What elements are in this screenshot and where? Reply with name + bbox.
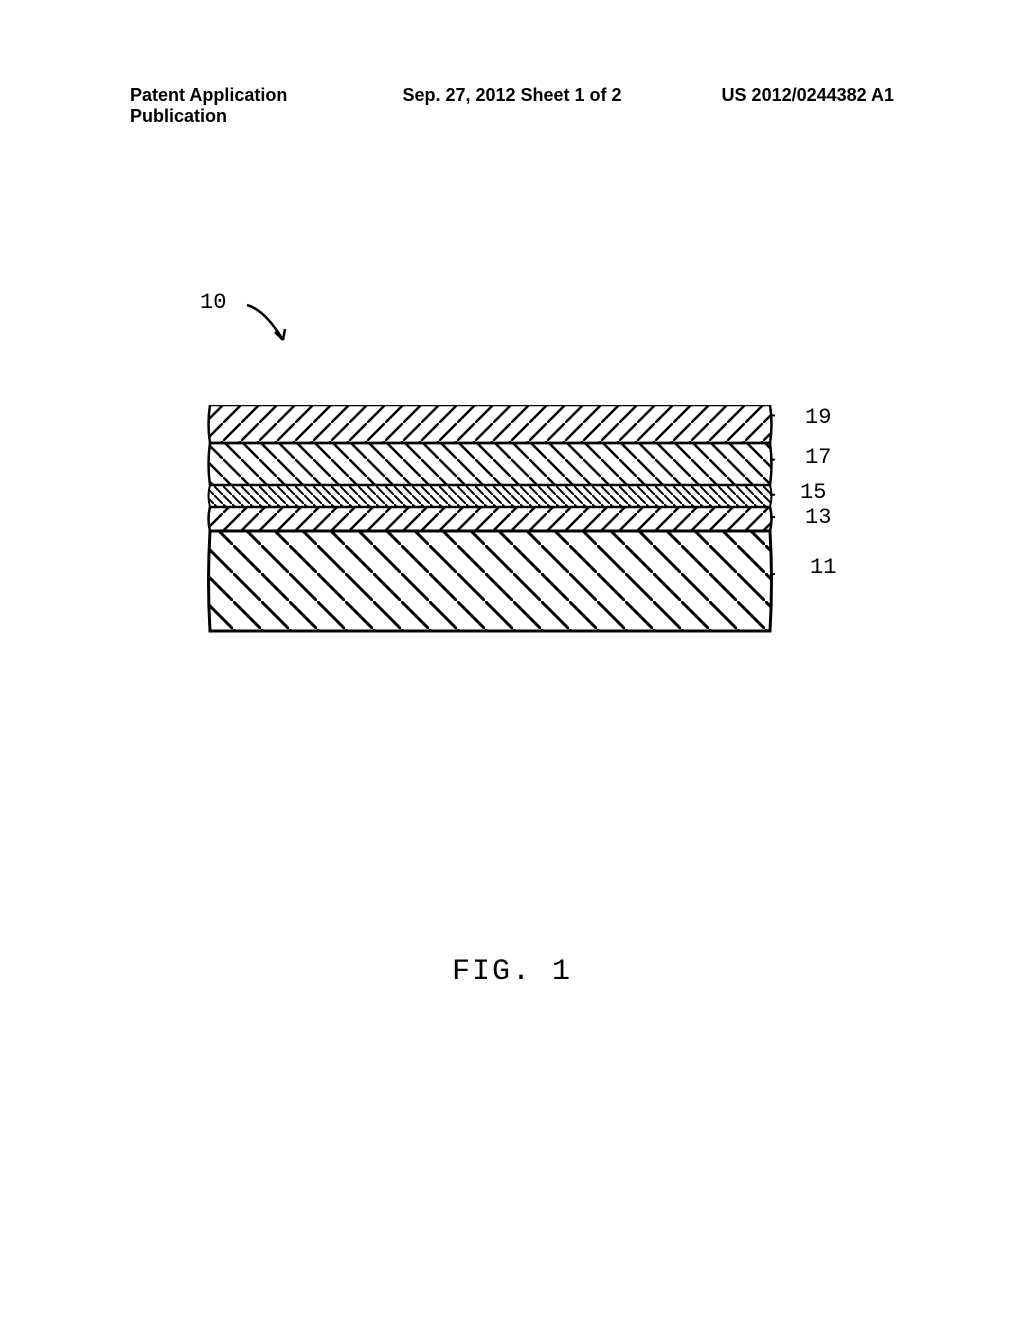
arrow-icon <box>245 302 300 357</box>
page-header: Patent Application Publication Sep. 27, … <box>0 85 1024 127</box>
reference-label-17: 17 <box>805 445 831 470</box>
reference-label-10: 10 <box>200 290 226 315</box>
header-patent-number: US 2012/0244382 A1 <box>639 85 894 127</box>
header-publication: Patent Application Publication <box>130 85 385 127</box>
layered-diagram <box>205 405 775 630</box>
figure-caption: FIG. 1 <box>0 955 1024 989</box>
reference-label-13: 13 <box>805 505 831 530</box>
reference-label-19: 19 <box>805 405 831 430</box>
header-date-sheet: Sep. 27, 2012 Sheet 1 of 2 <box>385 85 640 127</box>
reference-label-15: 15 <box>800 480 826 505</box>
reference-label-11: 11 <box>810 555 836 580</box>
